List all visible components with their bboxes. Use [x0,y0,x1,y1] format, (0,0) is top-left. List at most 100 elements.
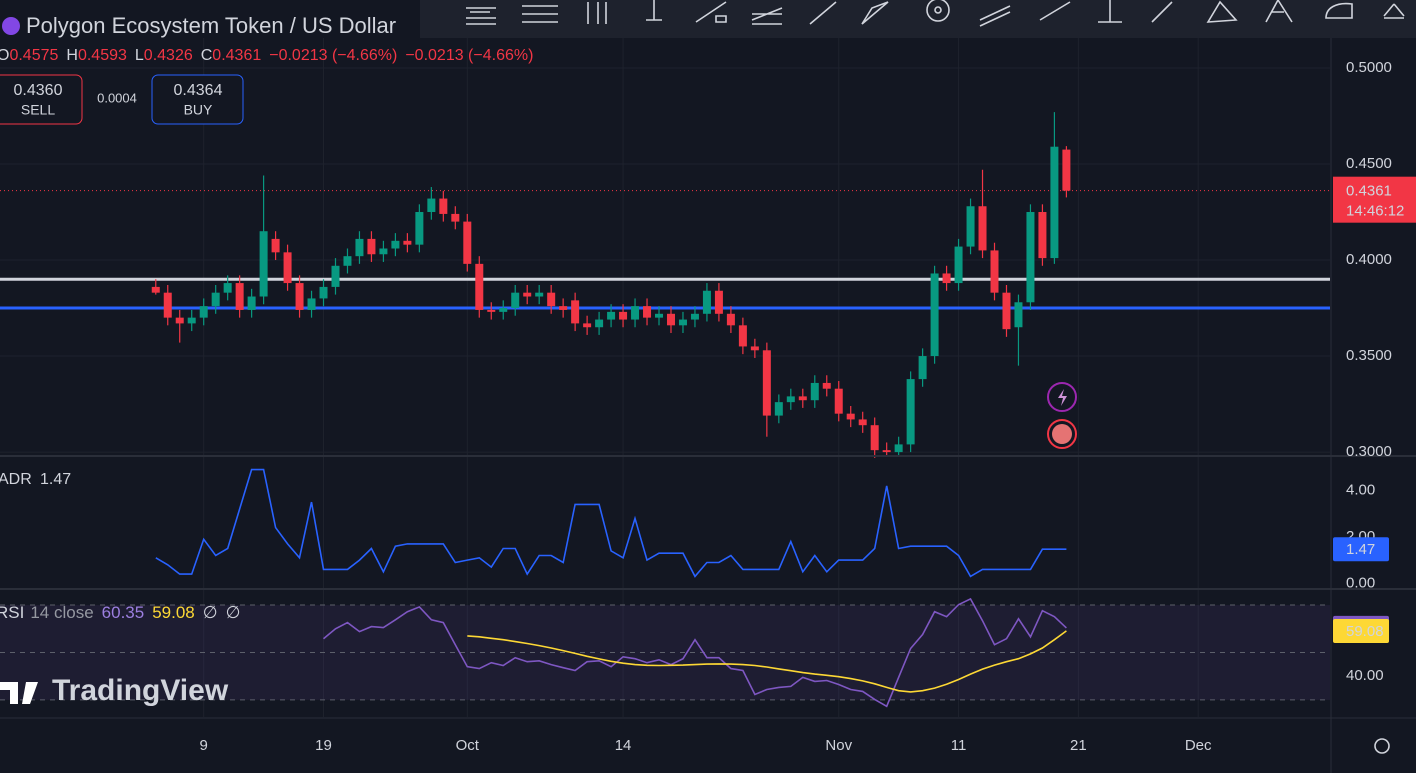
open-value: 0.4575 [9,47,58,64]
candle-body [271,238,280,253]
candle-body [786,396,795,403]
spread: 0.0004 [97,90,137,105]
candle-body [379,248,388,255]
plot [0,38,1330,717]
candle-body [487,309,496,312]
toolbar-bg [420,0,1416,38]
candle-body [235,283,244,310]
sell-button[interactable] [0,74,83,125]
buy-label: BUY [184,102,213,118]
candle-body [954,246,963,284]
y-tick-label: 40.00 [1346,667,1384,684]
candle-body [942,273,951,284]
candle-body [439,198,448,214]
candle-body [343,256,352,266]
x-tick-label: Oct [456,737,480,754]
buy-button[interactable] [151,74,244,125]
y-tick-label: 0.3000 [1346,443,1392,460]
candle-body [163,292,172,318]
series-line [155,468,1067,578]
x-tick-label: 19 [315,737,332,754]
candle-body [187,317,196,324]
change: −0.0213 (−4.66%) [405,47,533,64]
close-value: 0.4361 [212,47,261,64]
x-tick-label: 21 [1070,737,1087,754]
candle-body [978,206,987,251]
y-tick-label: 0.3500 [1346,347,1392,364]
y-tick-label: 0.4000 [1346,251,1392,268]
value-badge [1333,618,1389,643]
candle-body [631,306,640,320]
candle-body [834,388,843,414]
candle-body [295,283,304,310]
candle-body [1050,146,1059,259]
x-tick-label: Dec [1185,737,1212,754]
candle-body [499,308,508,312]
candle-body [607,311,616,320]
candle-body [846,413,855,420]
value-badge-text: 59.08 [1346,623,1384,640]
buy-price: 0.4364 [174,82,223,99]
candle-body [882,450,891,453]
candle-body [990,250,999,293]
candle-body [726,313,735,326]
candle-body [391,240,400,249]
candle-body [559,306,568,310]
candle-body [511,292,520,309]
toolbar [420,0,1416,38]
y-tick-label: 0.4500 [1346,155,1392,172]
candle-body [319,286,328,299]
adr-name: ADR [0,471,32,488]
label: O [0,47,9,64]
countdown: 14:46:12 [1346,203,1404,220]
candle-body [571,300,580,324]
watermark: TradingView [52,674,229,707]
candle-body [702,290,711,314]
change: −0.0213 (−4.66%) [269,47,397,64]
price-badge [1333,176,1416,223]
candle-body [307,298,316,310]
candle-body [463,221,472,264]
candle-body [930,273,939,357]
price-badge-value: 0.4361 [1346,183,1392,200]
flag [1052,424,1072,444]
candle-body [535,292,544,297]
candle-body [547,292,556,307]
overlay: 9 19 Oct 14 Nov 11 21 Dec 0.3000 0.3500 0.4000 0.45… [200,59,1416,754]
rsi-params: 14 close [30,603,93,622]
extra: ∅ [226,603,241,622]
candle-body [619,311,628,320]
symbol-title: Polygon Ecosystem Token / US Dollar [26,13,396,38]
candle-body [738,325,747,347]
rsi-legend: RSI 14 close 60.35 59.08 ∅ ∅ [0,603,240,622]
value-badge-text: 1.47 [1346,541,1375,558]
watermark-text: TradingView [52,674,229,707]
x-tick-label: Nov [825,737,852,754]
candle-body [762,350,771,416]
tool-icons[interactable] [466,0,1405,27]
candle-body [1062,149,1071,191]
rsi-name: RSI [0,603,24,622]
candle-body [678,319,687,326]
y-tick-label: 4.00 [1346,481,1375,498]
settings-icon[interactable] [1374,738,1390,754]
rsi-ma-value: 59.08 [152,603,195,622]
candle-body [666,313,675,326]
candle-body [918,356,927,380]
candle-body [798,396,807,401]
candle-body [355,238,364,257]
candle-body [523,292,532,297]
candle-body [175,317,184,324]
candle-body [367,238,376,255]
y-tick-label: 0.5000 [1346,59,1392,76]
lightning [1058,389,1067,406]
candle-body [822,382,831,389]
candle-body [151,286,160,293]
extra: ∅ [203,603,218,622]
candle-body [1014,302,1023,328]
candle-body [595,319,604,328]
x-tick-label: 9 [200,737,208,754]
candle-body [283,252,292,284]
